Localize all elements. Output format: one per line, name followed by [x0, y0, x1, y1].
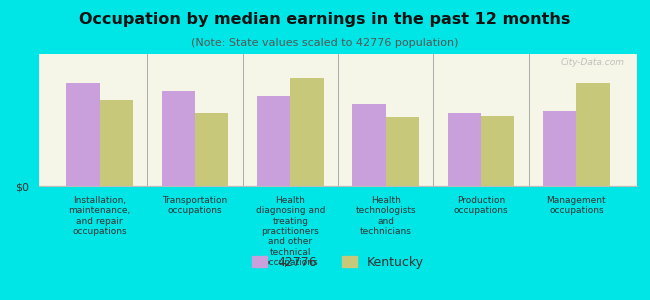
Bar: [195, 113, 228, 186]
Bar: [385, 117, 419, 186]
Bar: [162, 91, 195, 186]
Legend: 42776, Kentucky: 42776, Kentucky: [246, 249, 430, 275]
Bar: [448, 113, 481, 186]
Bar: [577, 83, 610, 186]
Bar: [352, 104, 385, 186]
Bar: [66, 83, 99, 186]
Text: City-Data.com: City-Data.com: [561, 58, 625, 67]
Text: (Note: State values scaled to 42776 population): (Note: State values scaled to 42776 popu…: [191, 38, 459, 47]
Bar: [99, 100, 133, 186]
Bar: [543, 111, 577, 186]
Text: Occupation by median earnings in the past 12 months: Occupation by median earnings in the pas…: [79, 12, 571, 27]
Bar: [481, 116, 514, 186]
Bar: [257, 96, 291, 186]
Bar: [291, 78, 324, 186]
